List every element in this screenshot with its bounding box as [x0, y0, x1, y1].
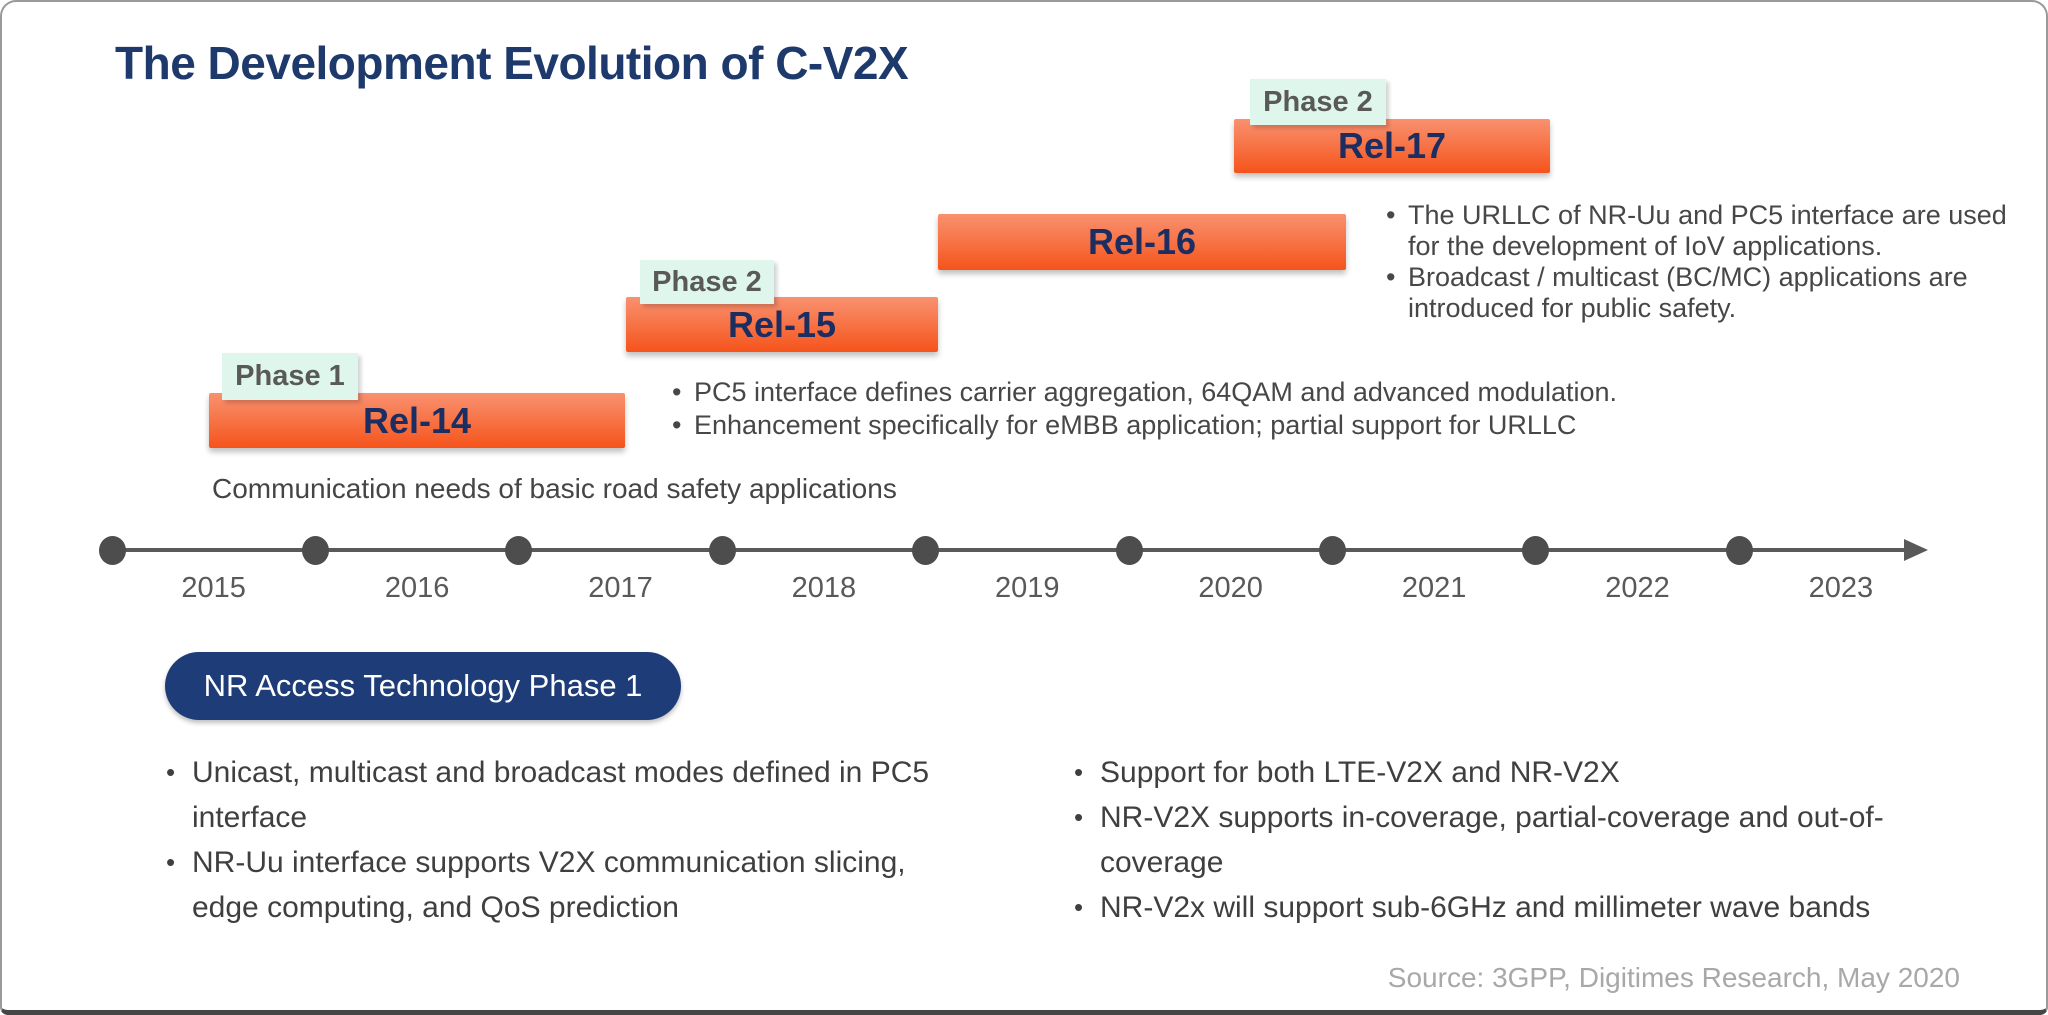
phase-chip-rel15: Phase 2 — [640, 260, 774, 304]
note-line: PC5 interface defines carrier aggregatio… — [694, 377, 1618, 407]
bottom-left-list: • Unicast, multicast and broadcast modes… — [160, 750, 1000, 930]
bullet-icon: • — [672, 410, 682, 440]
nr-access-pill: NR Access Technology Phase 1 — [165, 652, 681, 720]
year-label: 2023 — [1808, 572, 1874, 604]
release-bar-rel17: Rel-17 — [1234, 119, 1550, 173]
list-item: • NR-Uu interface supports V2X communica… — [160, 840, 1000, 930]
timeline-arrow-icon — [1904, 539, 1928, 561]
timeline-dot — [708, 536, 736, 565]
timeline-dot — [1318, 536, 1346, 565]
bullet-icon: • — [166, 847, 176, 877]
release-bar-rel14: Rel-14 — [209, 393, 625, 448]
list-item: • Support for both LTE-V2X and NR-V2X — [1068, 750, 1968, 795]
list-item: • NR-V2X supports in-coverage, partial-c… — [1068, 795, 1968, 885]
list-line: interface — [192, 801, 308, 834]
list-item: • NR-V2x will support sub-6GHz and milli… — [1068, 885, 1968, 930]
note-item: • Enhancement specifically for eMBB appl… — [668, 409, 1617, 442]
bullet-icon: • — [672, 377, 682, 407]
timeline-dot — [1725, 536, 1753, 565]
list-line: NR-Uu interface supports V2X communicati… — [192, 846, 906, 879]
release-bar-rel15: Rel-15 — [626, 297, 938, 352]
year-label: 2022 — [1605, 572, 1670, 604]
note-line: for the development of IoV applications. — [1408, 231, 1883, 261]
bullet-icon: • — [1386, 200, 1396, 230]
list-line: Support for both LTE-V2X and NR-V2X — [1100, 756, 1620, 789]
list-line: coverage — [1100, 846, 1224, 879]
release-label: Rel-14 — [362, 399, 472, 441]
bullet-icon: • — [1074, 757, 1084, 787]
timeline-axis-line — [108, 548, 1908, 552]
list-line: edge computing, and QoS prediction — [192, 891, 679, 924]
timeline-dot — [301, 536, 329, 565]
timeline-dot — [912, 536, 940, 565]
list-line: NR-V2X supports in-coverage, partial-cov… — [1100, 801, 1884, 834]
timeline-dot — [1115, 536, 1143, 565]
year-label: 2021 — [1401, 572, 1467, 604]
page-title: The Development Evolution of C-V2X — [115, 37, 909, 89]
year-label: 2015 — [181, 572, 246, 604]
bottom-right-list: • Support for both LTE-V2X and NR-V2X • … — [1068, 750, 1968, 930]
year-label: 2020 — [1198, 572, 1263, 604]
timeline-dot — [1522, 536, 1550, 565]
bullet-icon: • — [166, 757, 176, 787]
year-label: 2016 — [384, 572, 450, 604]
year-label: 2017 — [588, 572, 653, 604]
timeline-dot — [98, 536, 126, 565]
rel14-caption: Communication needs of basic road safety… — [212, 473, 897, 504]
note-item: • The URLLC of NR-Uu and PC5 interface a… — [1382, 200, 2042, 262]
rel16-rel17-notes: • The URLLC of NR-Uu and PC5 interface a… — [1382, 200, 2042, 324]
bullet-icon: • — [1074, 802, 1084, 832]
release-bar-rel16: Rel-16 — [938, 214, 1346, 270]
bullet-icon: • — [1074, 892, 1084, 922]
year-label: 2018 — [791, 572, 857, 604]
note-line: Broadcast / multicast (BC/MC) applicatio… — [1408, 262, 1968, 292]
list-line: Unicast, multicast and broadcast modes d… — [192, 756, 930, 789]
list-item: • Unicast, multicast and broadcast modes… — [160, 750, 1000, 840]
release-label: Rel-16 — [1087, 221, 1197, 262]
list-line: NR-V2x will support sub-6GHz and millime… — [1100, 891, 1871, 924]
timeline-dot — [505, 536, 533, 565]
note-line: Enhancement specifically for eMBB applic… — [694, 410, 1577, 440]
note-line: introduced for public safety. — [1408, 293, 1737, 323]
rel15-notes: • PC5 interface defines carrier aggregat… — [668, 376, 1617, 442]
phase-chip-rel17: Phase 2 — [1250, 79, 1386, 125]
note-item: • PC5 interface defines carrier aggregat… — [668, 376, 1617, 409]
phase-chip-rel14: Phase 1 — [222, 353, 358, 400]
release-label: Rel-15 — [727, 303, 837, 345]
pill-label: NR Access Technology Phase 1 — [203, 668, 643, 703]
source-credit: Source: 3GPP, Digitimes Research, May 20… — [1387, 962, 1960, 993]
note-item: • Broadcast / multicast (BC/MC) applicat… — [1382, 262, 2042, 324]
year-label: 2019 — [995, 572, 1060, 604]
note-line: The URLLC of NR-Uu and PC5 interface are… — [1408, 200, 2007, 230]
release-label: Rel-17 — [1337, 125, 1447, 166]
bullet-icon: • — [1386, 262, 1396, 292]
